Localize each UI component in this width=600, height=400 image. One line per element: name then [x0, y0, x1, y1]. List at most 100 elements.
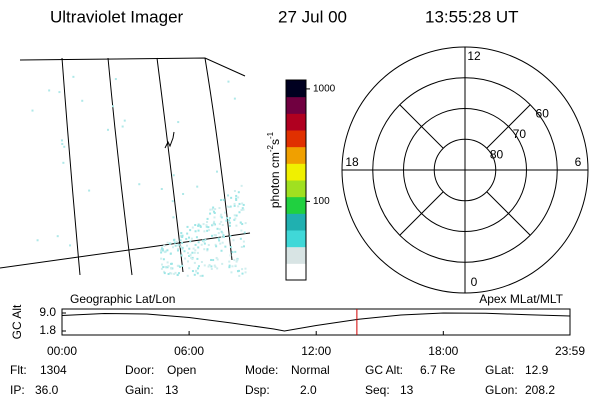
- emission-pixel: [160, 249, 163, 252]
- emission-pixel: [217, 237, 220, 240]
- emission-pixel: [233, 202, 236, 205]
- emission-pixel: [178, 265, 181, 268]
- emission-pixel: [233, 259, 236, 262]
- y-axis-label: GC Alt: [10, 304, 24, 339]
- emission-pixel: [237, 269, 240, 272]
- emission-pixel: [222, 235, 225, 238]
- x-tick-label: 00:00: [47, 344, 77, 358]
- emission-pixel: [212, 259, 215, 262]
- emission-pixel: [189, 229, 192, 232]
- grid-line: [19, 57, 246, 77]
- emission-pixel: [211, 208, 214, 211]
- emission-pixel: [201, 274, 204, 277]
- emission-pixel: [161, 263, 164, 266]
- emission-pixel: [191, 226, 194, 229]
- emission-pixel: [173, 241, 176, 244]
- colorbar: 100 1000: [285, 79, 336, 281]
- emission-pixel: [236, 270, 239, 273]
- emission-pixel: [237, 191, 240, 194]
- field-label: GLon:: [485, 383, 518, 397]
- emission-pixel: [203, 230, 206, 233]
- emission-pixel: [63, 145, 66, 148]
- color-step: [286, 163, 306, 181]
- emission-pixel: [206, 229, 209, 232]
- emission-pixel: [228, 206, 231, 209]
- emission-pixel: [176, 274, 179, 277]
- emission-pixel: [187, 251, 190, 254]
- emission-pixel: [173, 238, 176, 241]
- emission-pixel: [160, 257, 163, 260]
- emission-pixel: [176, 247, 179, 250]
- emission-pixel: [173, 272, 176, 275]
- emission-pixel: [244, 267, 247, 270]
- emission-pixel: [186, 274, 189, 277]
- emission-pixel: [186, 225, 189, 228]
- emission-pixel: [200, 243, 203, 246]
- emission-pixel: [197, 267, 200, 270]
- mlt-label: 6: [575, 155, 582, 169]
- emission-pixel: [221, 241, 224, 244]
- emission-pixel: [31, 109, 34, 112]
- emission-pixel: [123, 119, 126, 122]
- emission-pixel: [238, 202, 241, 205]
- emission-pixel: [203, 248, 206, 251]
- emission-pixel: [215, 245, 218, 248]
- emission-pixel: [231, 265, 234, 268]
- emission-pixel: [241, 223, 244, 226]
- emission-pixel: [163, 251, 166, 254]
- emission-pixel: [229, 224, 232, 227]
- emission-pixel: [213, 223, 216, 226]
- field-label: Gain:: [125, 383, 154, 397]
- field-label: Mode:: [245, 363, 278, 377]
- color-step: [286, 230, 306, 248]
- emission-pixel: [181, 264, 184, 267]
- emission-pixel: [189, 240, 192, 243]
- emission-pixel: [242, 203, 245, 206]
- emission-pixel: [183, 250, 186, 253]
- field-value: 1304: [40, 363, 67, 377]
- field-value: 12.9: [525, 363, 549, 377]
- emission-pixel: [161, 249, 164, 252]
- emission-pixel: [166, 266, 169, 269]
- emission-pixel: [171, 246, 174, 249]
- altitude-line: [61, 312, 571, 332]
- y-tick-label: 9.0: [39, 305, 56, 319]
- emission-pixel: [163, 272, 166, 275]
- x-tick-label: 23:59: [555, 344, 585, 358]
- emission-pixel: [240, 208, 243, 211]
- field-value: 6.7 Re: [420, 363, 456, 377]
- field-value: 208.2: [525, 383, 555, 397]
- emission-pixel: [238, 274, 241, 277]
- emission-pixel: [227, 194, 230, 197]
- emission-pixel: [232, 239, 235, 242]
- color-step: [286, 146, 306, 164]
- emission-pixel: [114, 78, 117, 81]
- emission-pixel: [224, 245, 227, 248]
- emission-pixel: [168, 242, 171, 245]
- altitude-plot: Geographic Lat/Lon Apex MLat/MLT GC Alt 9.0…: [10, 292, 585, 358]
- color-step: [286, 180, 306, 198]
- emission-pixel: [229, 221, 232, 224]
- emission-pixel: [220, 199, 223, 202]
- emission-pixel: [239, 221, 242, 224]
- emission-pixel: [240, 184, 243, 187]
- emission-pixel: [225, 219, 228, 222]
- emission-pixel: [206, 217, 209, 220]
- field-label: GLat:: [485, 363, 514, 377]
- lat-label: 70: [513, 127, 527, 141]
- emission-pixel: [197, 229, 200, 232]
- emission-pixel: [193, 261, 196, 264]
- emission-pixel: [220, 216, 223, 219]
- emission-pixel: [191, 270, 194, 273]
- emission-pixel: [221, 232, 224, 235]
- emission-pixel: [219, 242, 222, 245]
- x-tick-label: 06:00: [174, 344, 204, 358]
- grid-line: [204, 57, 233, 261]
- emission-pixel: [190, 237, 193, 240]
- emission-pixel: [188, 247, 191, 250]
- emission-pixel: [206, 249, 209, 252]
- emission-pixel: [241, 207, 244, 210]
- emission-pixel: [208, 229, 211, 232]
